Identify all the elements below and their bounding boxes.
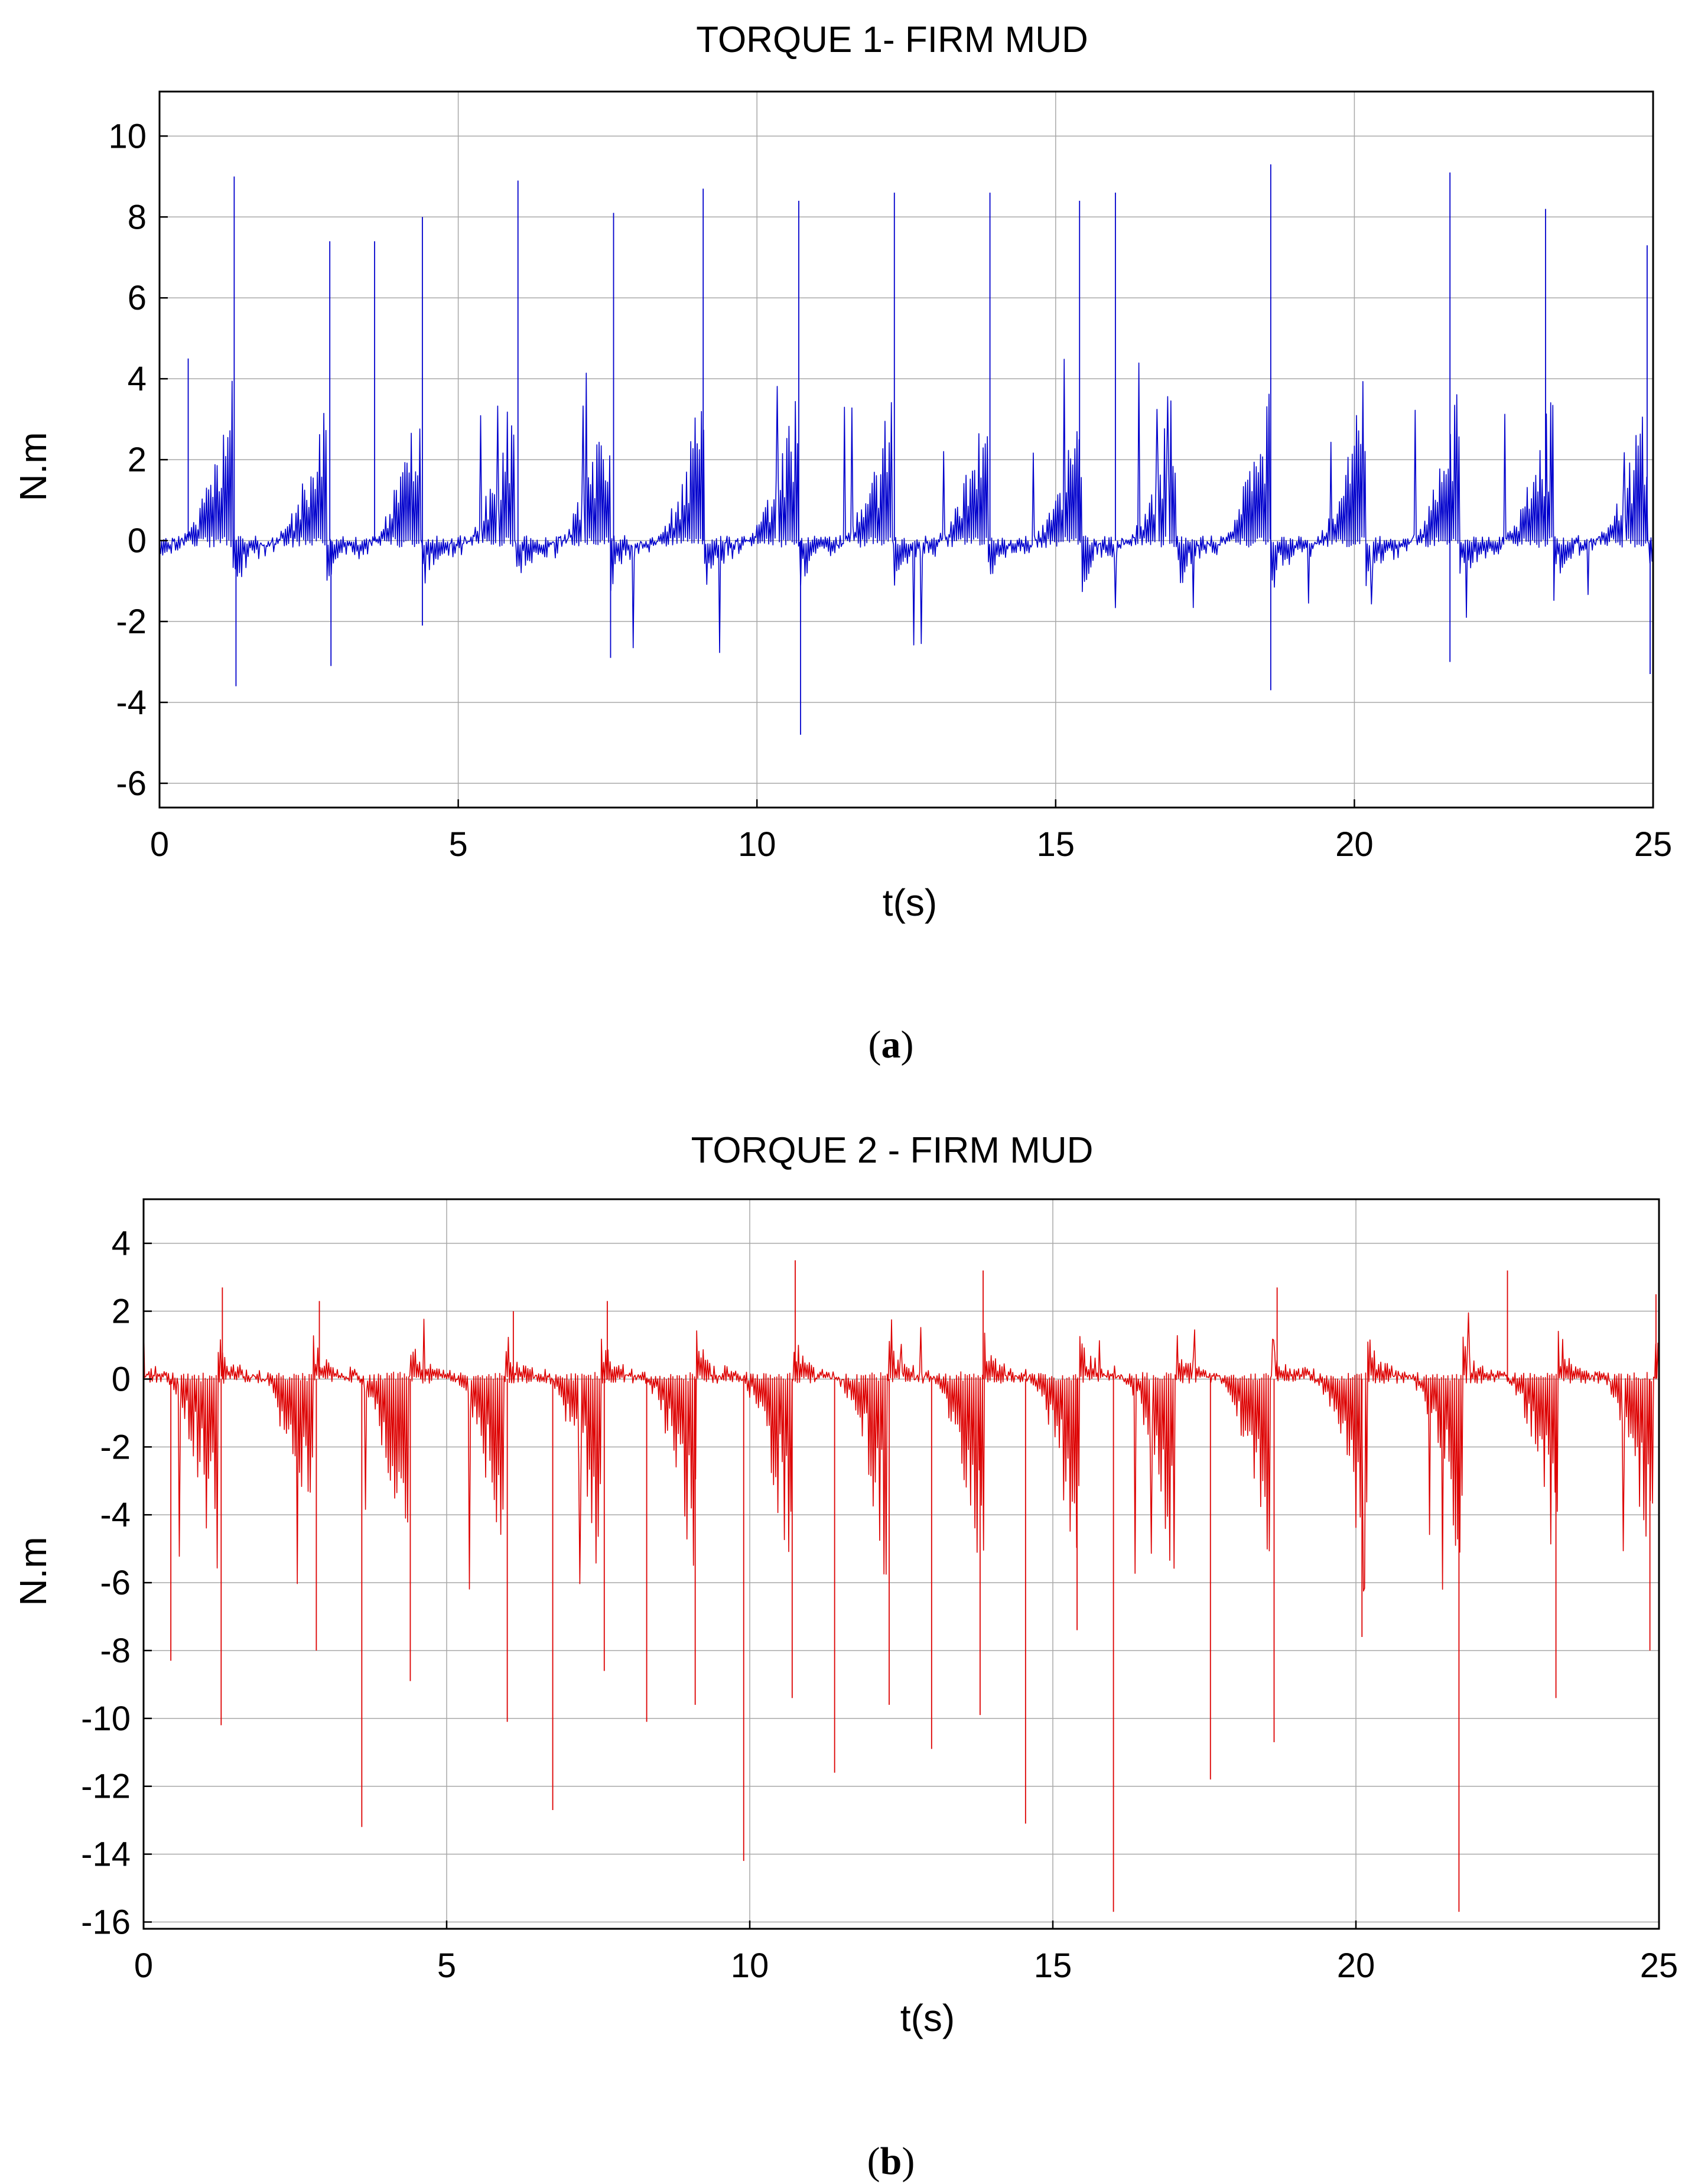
x-tick-label: 10 (731, 1947, 769, 1985)
chart-panel-a: TORQUE 1- FIRM MUD 0 5 10 15 20 25 1086420-2-… (12, 19, 1672, 1066)
x-axis-ticks: 0 5 10 15 20 25 (134, 1921, 1678, 1985)
y-axis-label: N.m (12, 432, 54, 501)
signal-path (159, 359, 1654, 653)
x-tick-label: 0 (134, 1947, 153, 1985)
x-axis-ticks: 0 5 10 15 20 25 (150, 799, 1672, 864)
plot-frame (158, 90, 1654, 809)
y-tick-label: -2 (100, 1428, 131, 1466)
x-tick-label: 15 (1037, 825, 1075, 864)
y-axis-ticks: 4 2 0 -2 -4 -6 -8 -10 -12 -14 -16 (81, 1225, 152, 1942)
x-tick-label: 15 (1034, 1947, 1072, 1985)
x-tick-label: 5 (448, 825, 467, 864)
figure-caption-a: (a) (868, 1023, 914, 1066)
y-tick-label: -12 (81, 1768, 131, 1806)
caption-letter: a (881, 1023, 901, 1066)
grid-lines (160, 92, 1653, 808)
x-tick-label: 0 (150, 825, 169, 864)
y-tick-label: 8 (128, 198, 147, 236)
y-tick-label: -4 (100, 1496, 131, 1534)
chart-title: TORQUE 1- FIRM MUD (696, 19, 1088, 60)
y-tick-label: 2 (128, 441, 147, 479)
torque-2-trace (143, 1260, 1660, 1912)
y-tick-label: -6 (100, 1564, 131, 1602)
plot-frame (142, 1198, 1660, 1930)
y-tick-label: -4 (116, 683, 147, 722)
x-tick-label: 25 (1640, 1947, 1679, 1985)
y-tick-label: 4 (128, 360, 147, 398)
y-tick-label: -8 (100, 1632, 131, 1670)
x-tick-label: 25 (1634, 825, 1673, 864)
x-axis-label: t(s) (900, 1997, 955, 2039)
y-tick-label: 6 (128, 279, 147, 317)
signal-path (143, 1312, 1660, 1592)
x-axis-label: t(s) (883, 881, 937, 924)
y-tick-label: 10 (108, 117, 147, 155)
y-tick-label: -14 (81, 1835, 131, 1874)
y-tick-label: 0 (128, 522, 147, 560)
y-tick-label: 2 (112, 1293, 131, 1331)
grid-lines (144, 1199, 1659, 1929)
y-tick-label: -2 (116, 603, 147, 641)
y-axis-ticks: 10 8 6 4 2 0 -2 -4 -6 (108, 117, 168, 803)
y-tick-label: -6 (116, 764, 147, 803)
y-tick-label: -16 (81, 1903, 131, 1942)
x-tick-label: 20 (1335, 825, 1374, 864)
y-tick-label: 4 (112, 1225, 131, 1263)
y-tick-label: 0 (112, 1360, 131, 1398)
x-tick-label: 10 (738, 825, 776, 864)
chart-title: TORQUE 2 - FIRM MUD (691, 1130, 1094, 1171)
y-axis-label: N.m (12, 1537, 54, 1606)
y-tick-label: -10 (81, 1700, 131, 1738)
caption-letter: b (880, 2140, 902, 2183)
chart-panel-b: TORQUE 2 - FIRM MUD 0 5 10 15 20 25 420-2-4-6… (12, 1130, 1678, 2183)
x-tick-label: 5 (437, 1947, 456, 1985)
x-tick-label: 20 (1337, 1947, 1375, 1985)
torque-1-trace (159, 164, 1654, 735)
figure-caption-b: (b) (867, 2140, 915, 2183)
